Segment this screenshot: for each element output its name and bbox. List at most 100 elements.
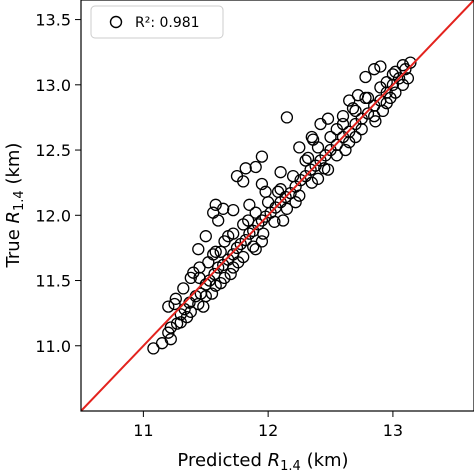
data-point [276,214,290,227]
x-tick-label: 13 [383,421,403,440]
data-point [330,123,343,136]
data-point [249,160,262,174]
data-point [268,215,281,228]
y-tick-label: 13.5 [35,11,71,30]
data-point [242,214,255,227]
data-point [243,198,256,211]
data-point [349,104,362,118]
data-point [359,91,372,105]
data-point [386,68,400,81]
y-tick-label: 12.5 [35,141,71,160]
data-point [336,109,350,123]
y-axis-ticks: 11.0 11.5 12.0 12.5 13.0 13.5 [35,11,81,356]
data-point [197,300,210,313]
data-point [199,278,212,291]
y-axis-title: True R1.4 (km) [3,143,27,269]
y-tick-label: 12.0 [35,206,71,225]
data-point [286,169,300,183]
data-point [205,287,219,300]
data-point [289,196,302,209]
data-point [321,163,335,176]
data-point [232,256,245,269]
data-point [227,203,240,217]
data-point [239,233,252,247]
data-point [351,89,365,102]
data-point [230,241,244,255]
data-point [301,151,315,165]
data-point [249,206,262,219]
data-point [239,162,252,175]
legend-marker-icon [109,15,123,29]
y-tick-label: 11.0 [35,337,71,356]
data-point [214,276,227,290]
data-point [214,245,227,258]
x-tick-label: 11 [133,421,153,440]
legend-label: R²: 0.981 [135,15,200,31]
reference-line-group [81,0,474,411]
data-point [355,123,368,136]
data-point [299,154,312,167]
data-point [192,243,205,256]
data-point [305,176,318,189]
data-point [392,72,406,85]
data-point [359,70,372,84]
data-point [164,321,177,334]
data-point [259,185,272,198]
data-point [293,189,306,202]
data-point [314,117,327,131]
data-point [396,59,410,72]
data-point [180,310,194,324]
data-point [339,143,352,157]
data-point [169,292,182,305]
data-point [243,227,256,240]
data-point [274,183,287,196]
data-point [305,130,318,144]
data-point [380,76,393,89]
data-point [207,248,220,261]
data-point [255,214,269,227]
data-point [330,149,343,162]
data-point [222,230,235,243]
data-point [199,230,212,243]
data-point [311,172,325,185]
data-point [237,175,250,188]
data-point [280,202,294,215]
data-point [162,300,175,313]
data-point [369,115,382,128]
y-tick-label: 11.5 [35,272,71,291]
legend-box [90,5,224,39]
data-point [271,185,285,198]
data-point [401,72,415,85]
data-point [343,94,356,107]
data-point [374,60,387,73]
data-point [255,150,269,163]
data-point [187,266,200,279]
data-point [212,214,225,227]
plot-frame [80,0,474,412]
data-point [274,166,287,179]
identity-line [81,0,474,411]
data-point [349,130,362,144]
x-axis-ticks: 11 12 13 [133,411,403,440]
data-point [361,107,375,120]
data-point [368,63,381,76]
data-point [177,282,190,295]
y-tick-label: 13.0 [35,76,71,95]
data-point [404,56,417,69]
legend: R²: 0.981 [90,5,224,39]
x-tick-label: 12 [258,421,278,440]
data-point [168,297,181,311]
data-point [257,227,270,240]
data-point [209,198,222,211]
data-point [224,267,237,281]
data-point [376,104,390,118]
data-point [324,130,337,144]
data-point [255,235,269,248]
data-point [293,141,306,154]
data-point [255,177,269,191]
data-point [280,111,294,124]
data-point [384,91,397,105]
data-point [389,65,402,78]
data-point [209,245,222,258]
